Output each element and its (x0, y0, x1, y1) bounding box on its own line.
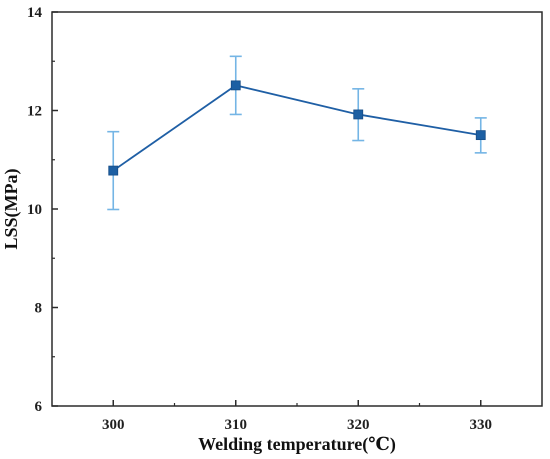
x-tick-label: 320 (347, 417, 370, 433)
error-bars (107, 55, 487, 211)
data-point-marker (230, 80, 241, 91)
data-point-marker (353, 109, 364, 120)
y-tick-label: 12 (27, 104, 42, 120)
y-tick-label: 8 (35, 301, 43, 317)
data-point-marker (475, 130, 486, 141)
data-point-marker (108, 165, 119, 176)
series-markers (108, 80, 486, 176)
axis-ticks: 6 8 10 12 14 300 310 320 330 (27, 5, 492, 433)
x-tick-label: 330 (470, 417, 493, 433)
series-lines (112, 84, 481, 172)
series-line (112, 84, 481, 172)
y-tick-label: 10 (27, 202, 42, 218)
x-tick-label: 310 (225, 417, 248, 433)
x-tick-label: 300 (102, 417, 125, 433)
x-axis-title: Welding temperature(℃) (198, 434, 396, 455)
y-tick-label: 6 (35, 399, 43, 415)
y-axis-title: LSS(MPa) (1, 168, 22, 249)
plot-frame (51, 11, 543, 407)
y-tick-label: 14 (27, 5, 43, 21)
